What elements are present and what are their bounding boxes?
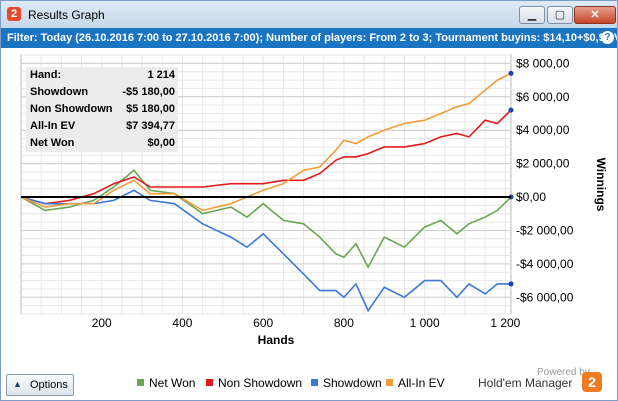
minimize-button[interactable]: ▁ [519,6,545,24]
y-tick-label: $4 000,00 [516,123,570,137]
stats-row: Net Won $0,00 [26,135,178,152]
y-tick-label: $6 000,00 [516,90,570,104]
stats-key: All-In EV [30,120,76,132]
window-title: Results Graph [28,8,105,22]
legend-item[interactable]: Non Showdown [206,376,302,390]
app-logo-icon: 2 [7,7,21,21]
y-tick-label: $8 000,00 [516,56,570,70]
series-end-point [508,70,514,76]
legend-item[interactable]: Net Won [137,376,195,390]
stats-value: $7 394,77 [126,120,175,132]
legend-swatch [137,379,144,386]
close-button[interactable]: ✕ [574,6,616,24]
legend-swatch [311,379,318,386]
brand-name: Hold'em Manager [478,376,573,390]
legend-label: Non Showdown [218,376,303,390]
stats-value: 1 214 [147,69,175,81]
x-tick-label: 600 [253,316,273,330]
filter-text: Filter: Today (26.10.2016 7:00 to 27.10.… [7,32,617,44]
stats-panel: Hand: 1 214 Showdown -$5 180,00 Non Showdown… [26,67,178,152]
x-axis-label: Hands [258,333,295,347]
y-tick-label: -$2 000,00 [516,223,574,237]
options-label: Options [30,379,68,391]
x-tick-label: 800 [334,316,354,330]
stats-value: $0,00 [147,137,175,149]
series-line-non-showdown [20,109,512,205]
legend-swatch [386,379,393,386]
y-tick-label: $2 000,00 [516,157,570,171]
x-tick-label: 400 [172,316,192,330]
filter-bar[interactable]: Filter: Today (26.10.2016 7:00 to 27.10.… [1,28,617,48]
stats-value: -$5 180,00 [122,86,175,98]
stats-value: $5 180,00 [126,103,175,115]
stats-row: Non Showdown $5 180,00 [26,101,178,118]
stats-key: Hand: [30,69,62,81]
series-line-showdown [20,189,511,313]
stats-key: Showdown [30,86,89,98]
legend-item[interactable]: All-In EV [386,376,445,390]
stats-key: Non Showdown [30,103,113,115]
legend-item[interactable]: Showdown [311,376,382,390]
stats-row: All-In EV $7 394,77 [26,118,178,135]
chevron-up-icon: ▲ [13,379,22,389]
series-line-net-won [20,169,512,269]
help-icon[interactable]: ? [601,31,614,44]
title-bar: 2 Results Graph ▁ ▢ ✕ [1,1,617,28]
maximize-button[interactable]: ▢ [547,6,573,24]
legend-label: All-In EV [398,376,445,390]
x-tick-label: 1 000 [410,316,440,330]
stats-row: Showdown -$5 180,00 [26,84,178,101]
powered-by-label: Powered by [537,367,590,378]
y-tick-label: -$4 000,00 [516,257,574,271]
y-axis-label: Winnings [594,158,608,212]
x-tick-label: 1 200 [490,316,520,330]
series-line-all-in-ev [20,72,512,212]
legend-label: Showdown [323,376,382,390]
y-tick-label: -$6 000,00 [516,290,574,304]
legend-swatch [206,379,213,386]
bottom-bar: ▲ Options Net Won Non Showdown Showdown All… [1,367,617,400]
series-end-point [508,107,514,113]
legend-label: Net Won [149,376,196,390]
brand-logo-icon: 2 [582,372,602,392]
stats-row: Hand: 1 214 [26,67,178,84]
y-tick-label: $0,00 [516,190,546,204]
stats-key: Net Won [30,137,75,149]
series-end-point [508,281,514,287]
options-button[interactable]: ▲ Options [6,374,74,396]
x-tick-label: 200 [92,316,112,330]
results-chart: 200 400 600 800 1 000 1 200 -$6 000,00 -$4 000,… [20,54,608,347]
